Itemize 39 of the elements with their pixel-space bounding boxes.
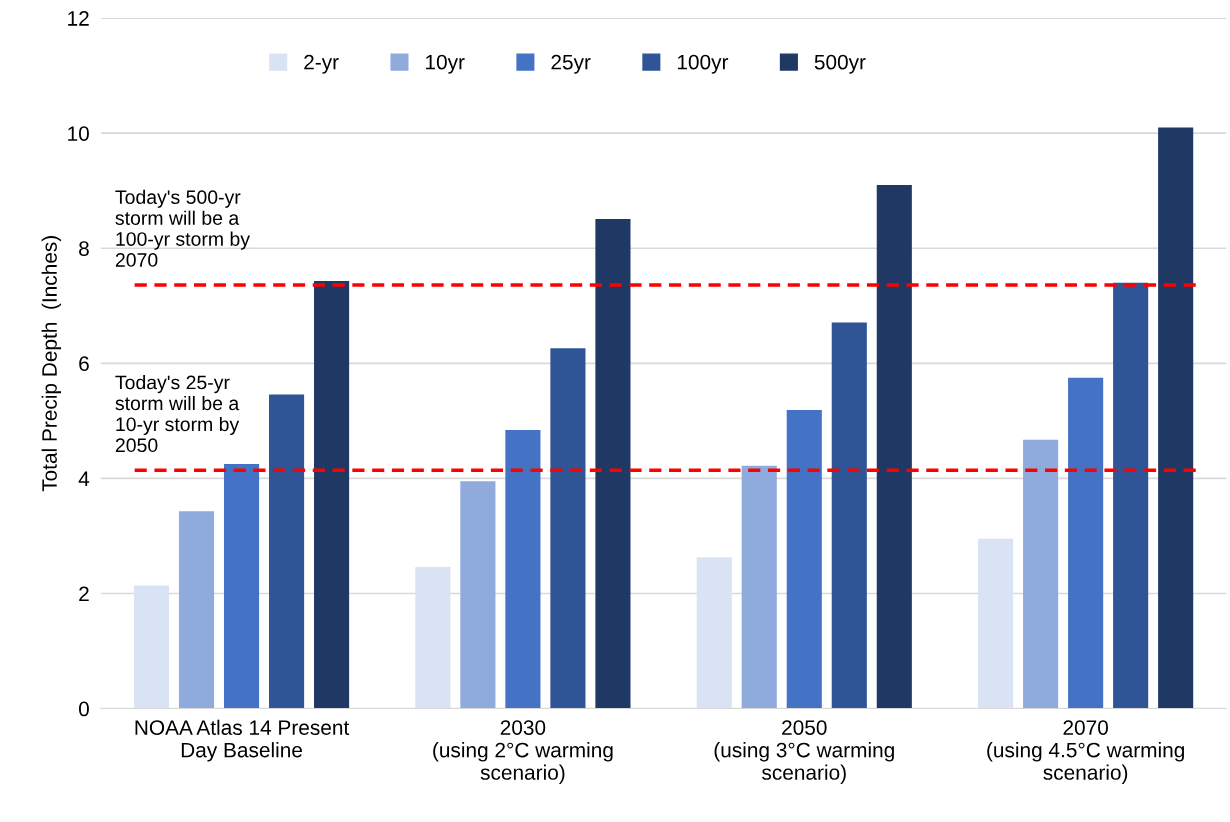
legend-label: 25yr (551, 54, 591, 74)
bar (978, 538, 1014, 709)
x-tick-label: 2030 (using 2°C warming scenario) (433, 720, 613, 784)
bar (741, 465, 777, 709)
x-tick-label: 2050 (using 3°C warming scenario) (714, 720, 894, 784)
bar (415, 567, 451, 709)
bar (460, 481, 496, 709)
bar (595, 218, 631, 709)
bar (1158, 127, 1194, 709)
bar (505, 430, 541, 709)
bar (314, 281, 350, 709)
bar (1023, 439, 1059, 709)
bar (178, 511, 215, 709)
y-tick-label: 2 (79, 586, 89, 602)
bar (696, 557, 732, 709)
bar (1113, 282, 1149, 709)
legend-label: 10yr (426, 54, 465, 74)
bar (1068, 377, 1104, 709)
y-tick-label: 4 (78, 471, 90, 486)
bar (269, 394, 305, 709)
y-tick-label: 8 (79, 241, 89, 256)
legend-label: 100yr (677, 54, 729, 74)
x-tick-label: 2070 (using 4.5°C warming scenario) (987, 720, 1184, 784)
ref-line-label: Today's 25-yr storm will be a 10-yr storm by 2050 (115, 375, 240, 453)
bar (223, 464, 260, 709)
y-axis-title: Total Precip Depth (Inches) (41, 236, 62, 492)
x-tick-label: NOAA Atlas 14 Present Day Baseline (135, 719, 350, 762)
legend-label: 500yr (814, 54, 866, 74)
legend-label: 2-yr (304, 54, 339, 74)
bar (550, 348, 586, 709)
y-tick-label: 6 (79, 356, 89, 372)
y-tick-label: 10 (68, 126, 89, 141)
bar (876, 184, 912, 709)
ref-line-label: Today's 500-yr storm will be a 100-yr storm by 2070 (115, 189, 250, 267)
y-tick-label: 0 (78, 701, 89, 717)
bar (786, 409, 822, 709)
y-tick-label: 12 (68, 11, 89, 26)
bar (831, 322, 867, 709)
bar (133, 585, 170, 709)
